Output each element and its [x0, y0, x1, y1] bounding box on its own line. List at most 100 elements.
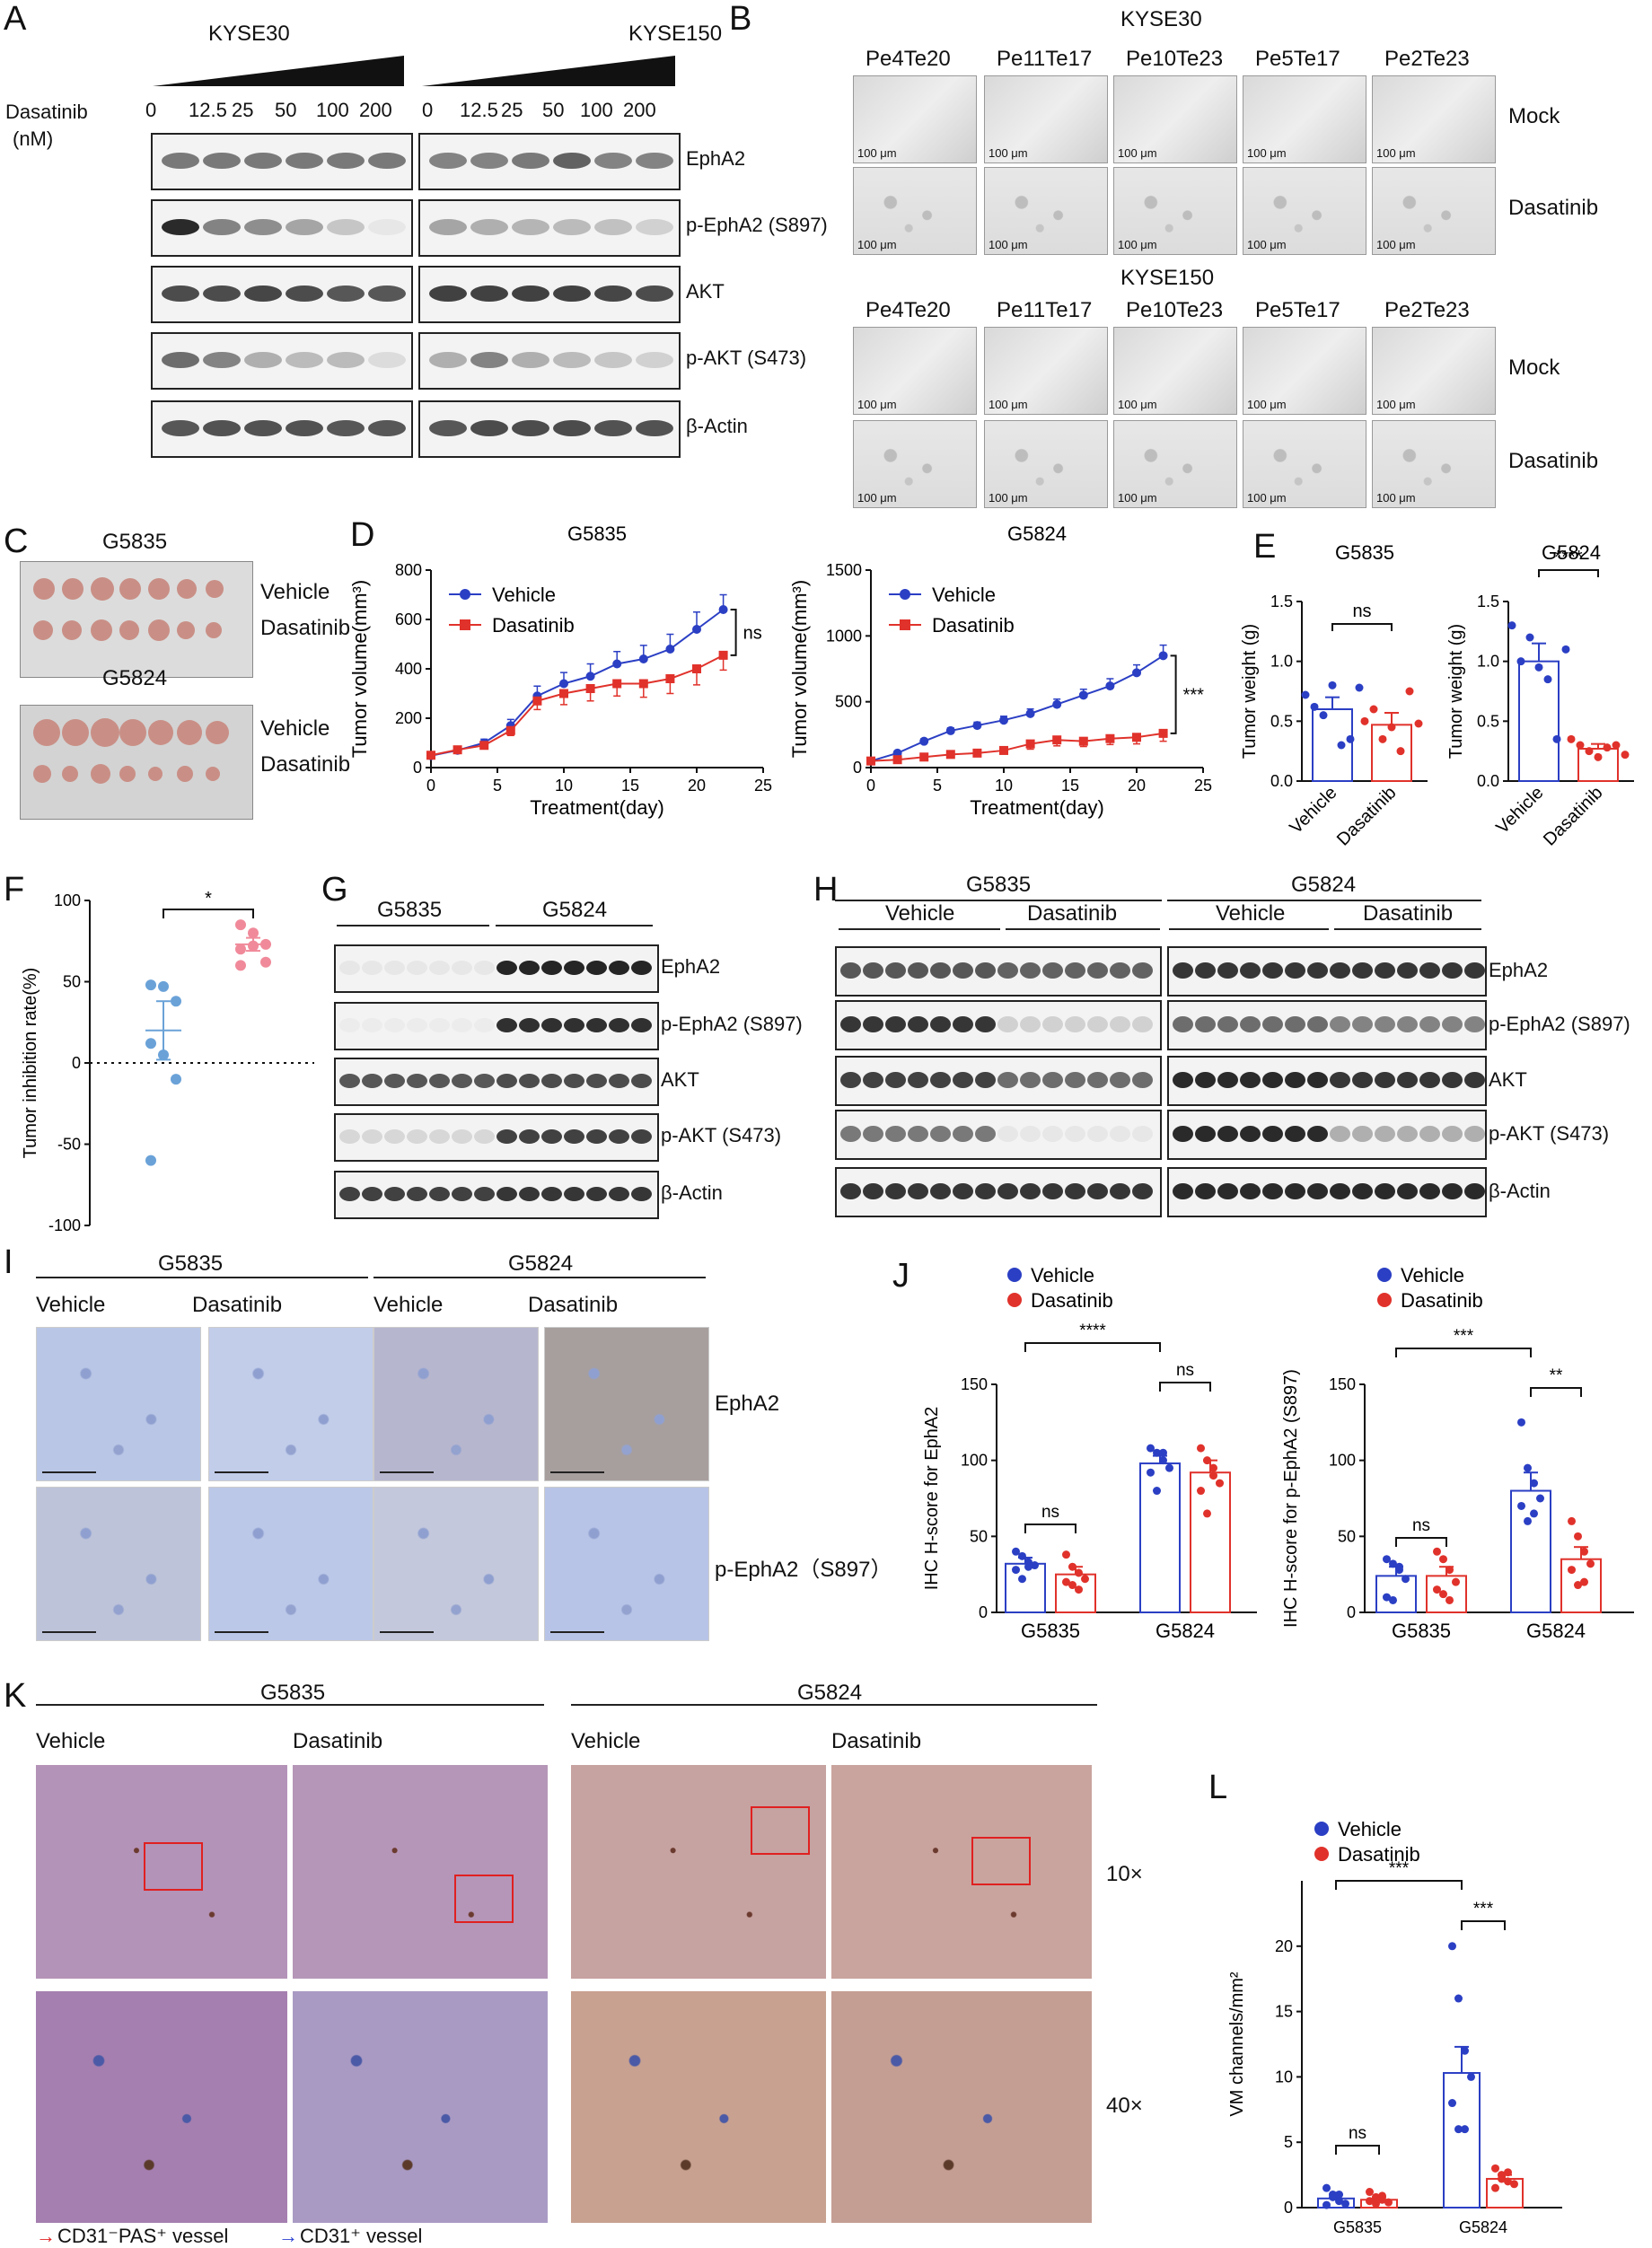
band [429, 1129, 450, 1144]
x-tick-label: G5824 [1526, 1620, 1586, 1642]
micrograph: 100 μm [1372, 420, 1496, 508]
x-tick-label: 10 [995, 777, 1013, 795]
band [1240, 1183, 1261, 1199]
tumor [177, 621, 195, 639]
chart-title: G5824 [1542, 541, 1601, 564]
data-point [1165, 1463, 1173, 1472]
data-point [426, 751, 435, 760]
band [930, 962, 951, 979]
blot-h-1-3 [1167, 1110, 1487, 1160]
zoom-box [751, 1806, 810, 1855]
band [1330, 1126, 1350, 1142]
blot-label-h-3: p-AKT (S473) [1489, 1122, 1610, 1145]
band [368, 420, 406, 436]
band [885, 962, 906, 979]
y-tick-label: 100 [1329, 1452, 1356, 1470]
band [631, 1187, 652, 1201]
data-point [945, 725, 955, 735]
data-point [1378, 734, 1387, 743]
band [953, 962, 973, 979]
data-point [1498, 2174, 1506, 2183]
data-point [1530, 1509, 1538, 1518]
blot-label-g-4: β-Actin [661, 1181, 723, 1204]
data-point [1383, 1555, 1391, 1564]
data-point [1012, 1547, 1020, 1556]
sample-label: Pe10Te23 [1126, 298, 1224, 322]
data-point [1621, 751, 1630, 760]
micrograph: 100 μm [1243, 167, 1366, 255]
blot-h-1-2 [1167, 1056, 1487, 1106]
band [541, 1074, 562, 1088]
band [1464, 1072, 1485, 1088]
band [496, 961, 517, 975]
band [1087, 1126, 1108, 1142]
band [908, 1072, 928, 1088]
legend-label: Dasatinib [1031, 1289, 1113, 1312]
blot-label-a-2: AKT [686, 280, 725, 303]
blot-label-a-3: p-AKT (S473) [686, 347, 807, 369]
blot-label-g-0: EphA2 [661, 955, 721, 978]
band [840, 1072, 861, 1088]
data-point [1585, 747, 1594, 756]
band [1195, 1183, 1216, 1199]
i-model-g5835: G5835 [158, 1251, 224, 1276]
band [1195, 1126, 1216, 1142]
data-point [1062, 1550, 1070, 1559]
band [429, 153, 467, 169]
data-point [1105, 733, 1115, 743]
band [1020, 1072, 1041, 1088]
y-tick-label: 1.5 [1477, 593, 1499, 610]
band [840, 1016, 861, 1032]
band [452, 961, 472, 975]
chart-d-g5824: G5824 0 5 10 15 20 25 0 500 1000 1500 Treatment(day… [790, 522, 1212, 819]
data-point [1337, 741, 1346, 750]
bar [1510, 1489, 1551, 1613]
data-point [1461, 2125, 1469, 2134]
significance-label: ** [1550, 1366, 1563, 1385]
data-point [1446, 1595, 1454, 1604]
chart-e-g5824: G5824 0.0 0.5 1.0 1.5 Tumor weight (g) Vehicle… [1446, 541, 1634, 850]
band [384, 1074, 405, 1088]
band [1330, 962, 1350, 979]
band [1442, 1126, 1463, 1142]
band [594, 420, 632, 436]
data-point [1612, 741, 1621, 750]
row-dasatinib: Dasatinib [1508, 196, 1599, 220]
band [840, 1126, 861, 1142]
band [1307, 1072, 1328, 1088]
band [1065, 962, 1085, 979]
cell-line-kyse150: KYSE150 [628, 22, 723, 46]
micrograph: 100 μm [1372, 75, 1496, 163]
x-tick-label: Vehicle [1286, 783, 1340, 838]
data-point [1159, 1448, 1167, 1457]
significance-bracket [1335, 2145, 1380, 2155]
micrograph: 100 μm [853, 420, 977, 508]
data-point [1574, 1581, 1582, 1590]
tumor [119, 620, 139, 640]
band [1240, 1016, 1261, 1032]
y-tick-label: 1000 [826, 627, 862, 645]
data-point [1366, 2188, 1374, 2197]
band [1195, 1072, 1216, 1088]
zoom-box [971, 1837, 1031, 1885]
ihc-image [544, 1327, 709, 1481]
data-point [1105, 681, 1115, 691]
blot-label-a-4: β-Actin [686, 415, 748, 437]
scale-bar: 100 μm [1376, 146, 1416, 160]
sample-label: Pe11Te17 [997, 298, 1093, 322]
dasatinib-label: Dasatinib [5, 101, 88, 123]
y-axis-label: Tumor weight (g) [1240, 624, 1260, 759]
significance-bracket [1024, 1342, 1161, 1352]
tumor [33, 620, 53, 640]
band [1262, 1126, 1283, 1142]
y-tick-label: 0 [413, 759, 422, 777]
data-point [1216, 1479, 1224, 1488]
data-point [919, 752, 929, 762]
band [1042, 1016, 1063, 1032]
data-point [145, 1038, 156, 1049]
data-point [1504, 2168, 1512, 2177]
y-tick-label: 500 [835, 693, 862, 711]
band [930, 1072, 951, 1088]
significance-label: ns [1041, 1503, 1059, 1522]
band [997, 1016, 1018, 1032]
